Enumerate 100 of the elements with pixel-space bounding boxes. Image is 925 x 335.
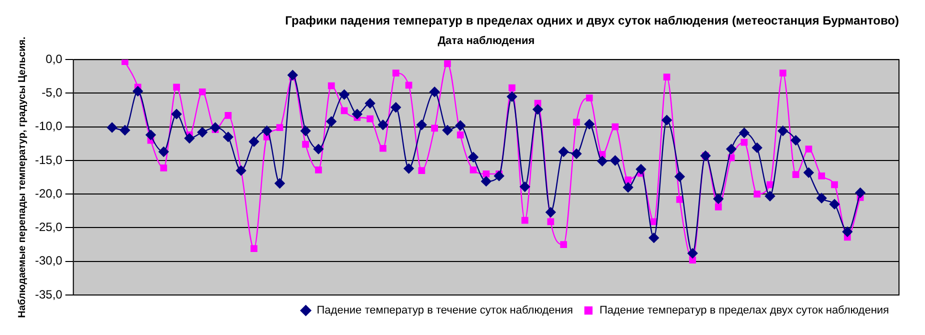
point <box>171 108 182 120</box>
point <box>584 119 594 130</box>
point <box>223 132 234 142</box>
point <box>352 108 362 120</box>
y-tick-label: 0,0 <box>46 52 63 66</box>
point <box>380 144 386 152</box>
point <box>687 248 698 258</box>
point <box>482 170 490 178</box>
point <box>468 152 478 162</box>
point <box>340 107 348 114</box>
y-axis-title: Наблюдаемые перепады температур, градусы Цельсия. <box>16 36 28 318</box>
point <box>676 196 684 203</box>
point <box>248 136 260 147</box>
point <box>481 176 492 186</box>
point <box>648 232 659 243</box>
point <box>520 182 530 192</box>
chart-title: Графики падения температур в пределах одних и двух суток наблюдения (метеостанция Бурмантово) <box>285 14 900 28</box>
point <box>674 172 685 182</box>
point <box>713 194 724 204</box>
point <box>210 122 220 133</box>
y-tick-label: -5,0 <box>42 86 63 100</box>
point <box>829 199 840 210</box>
y-tick-label: -30,0 <box>34 254 63 268</box>
point <box>622 182 634 192</box>
point <box>326 116 336 127</box>
point <box>315 166 322 174</box>
point <box>508 84 516 92</box>
point <box>442 125 453 136</box>
point <box>764 191 776 202</box>
point <box>364 98 376 108</box>
point <box>597 156 608 166</box>
point <box>276 124 284 131</box>
point <box>662 115 672 126</box>
x-axis-title: Дата наблюдения <box>438 35 535 48</box>
point <box>444 60 451 68</box>
point <box>262 126 272 136</box>
point <box>390 102 401 112</box>
point <box>689 256 696 264</box>
point <box>586 94 593 102</box>
point <box>818 172 826 180</box>
legend-label: Падение температур в течение суток наблюдения <box>316 304 573 317</box>
point <box>804 167 814 178</box>
point <box>506 91 518 102</box>
point <box>805 146 812 152</box>
point <box>236 165 246 176</box>
point <box>405 82 412 89</box>
point <box>339 89 350 100</box>
point <box>158 146 169 157</box>
y-tick-label: -10,0 <box>34 119 63 134</box>
point <box>122 60 128 66</box>
point <box>726 144 736 154</box>
point <box>378 120 388 130</box>
point <box>470 166 477 174</box>
point <box>288 70 298 80</box>
point <box>663 74 670 81</box>
point <box>404 163 414 174</box>
point <box>573 118 580 126</box>
point <box>120 125 130 136</box>
point <box>313 144 324 154</box>
point <box>558 146 569 157</box>
point <box>532 104 543 114</box>
point <box>197 127 208 138</box>
point <box>752 142 762 153</box>
point <box>610 155 620 166</box>
legend-label: Падение температур в пределах двух суток наблюдения <box>599 304 890 317</box>
point <box>328 82 335 90</box>
point <box>302 140 309 148</box>
point <box>636 164 646 174</box>
point <box>779 70 786 76</box>
point <box>842 226 852 237</box>
point <box>855 188 866 198</box>
point <box>418 167 426 174</box>
point <box>224 112 232 119</box>
point <box>146 130 156 140</box>
point <box>714 203 722 210</box>
point <box>173 84 180 91</box>
point <box>612 123 619 130</box>
point <box>547 218 554 226</box>
y-tick-label: -35,0 <box>34 287 63 302</box>
point <box>792 171 800 178</box>
point <box>560 241 568 248</box>
point <box>160 164 168 172</box>
point <box>778 126 788 136</box>
point <box>429 86 440 97</box>
point <box>739 128 750 138</box>
point <box>816 193 827 204</box>
point <box>831 181 838 188</box>
point <box>456 132 464 138</box>
point <box>790 135 801 146</box>
point <box>416 120 427 130</box>
point <box>198 88 206 96</box>
point <box>392 70 400 76</box>
point <box>521 216 528 224</box>
point <box>250 245 258 252</box>
y-tick-label: -20,0 <box>34 186 63 200</box>
point <box>624 176 632 184</box>
point <box>455 120 466 131</box>
point <box>366 115 374 122</box>
point <box>431 124 438 132</box>
y-tick-label: -25,0 <box>34 220 63 234</box>
